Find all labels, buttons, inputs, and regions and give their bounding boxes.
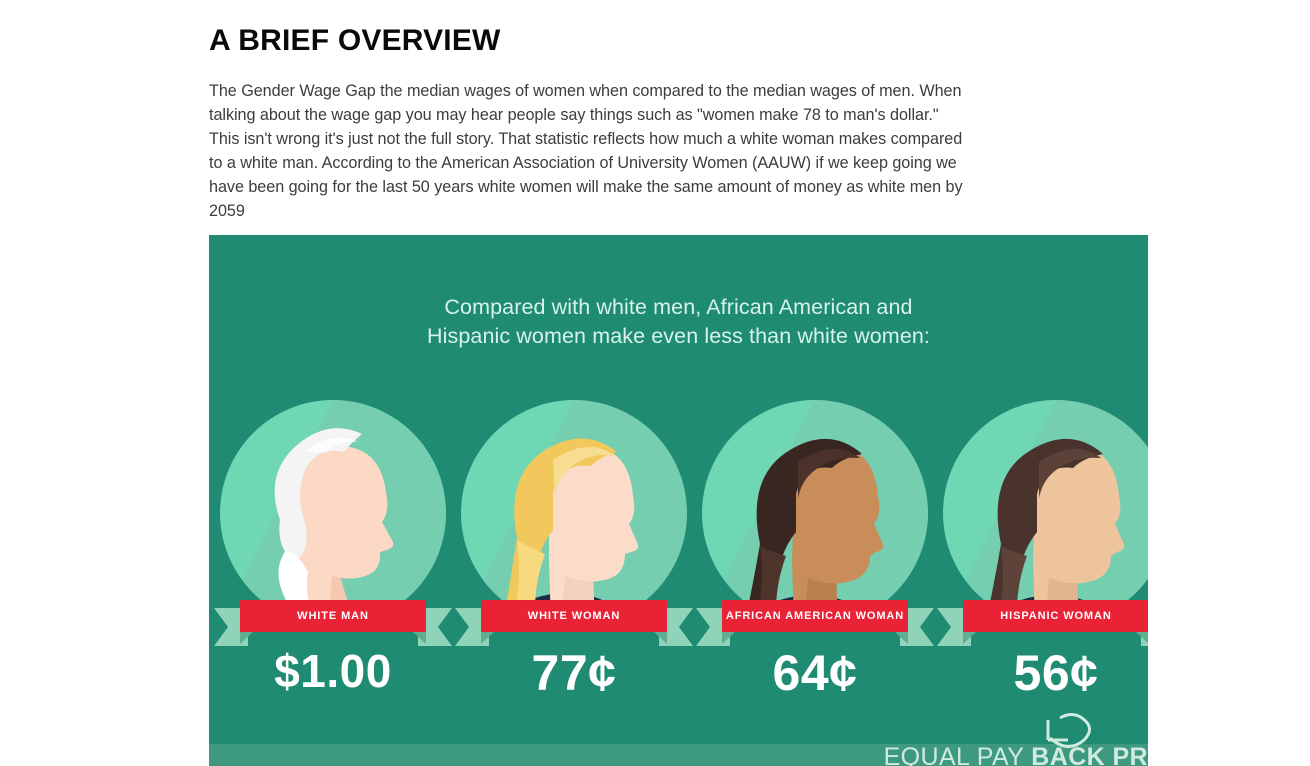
ribbon-plate: HISPANIC WOMAN [963, 600, 1148, 632]
page-title: A BRIEF OVERVIEW [209, 24, 501, 57]
label-ribbon-hispanic-woman: HISPANIC WOMAN [937, 600, 1148, 646]
ribbon-fold-right [413, 632, 426, 644]
label-ribbon-white-man: WHITE MAN [214, 600, 452, 646]
ribbon-fold-right [1136, 632, 1148, 644]
infographic-heading-line-1: Compared with white men, African America… [444, 295, 913, 319]
infographic-heading-line-2: Hispanic women make even less than white… [426, 324, 931, 348]
ribbon-plate: WHITE WOMAN [481, 600, 667, 632]
ribbon-fold-left [722, 632, 735, 644]
white-woman-profile-icon [461, 400, 687, 626]
equal-payback-project-logo: EQUAL PAY BACK PR [883, 713, 1148, 766]
ribbon-plate: WHITE MAN [240, 600, 426, 632]
figure-amount: 56¢ [1013, 645, 1099, 701]
figure-white-woman: WHITE WOMAN 77¢ [454, 400, 694, 700]
bottom-band [209, 744, 1148, 766]
figure-amount: 77¢ [531, 645, 617, 701]
figure-african-american-woman: AFRICAN AMERICAN WOMAN 64¢ [695, 400, 935, 700]
ribbon-fold-right [654, 632, 667, 644]
logo-bold-text: BACK PR [1031, 743, 1148, 766]
ribbon-fold-right [895, 632, 908, 644]
wage-gap-infographic: Compared with white men, African America… [209, 235, 1148, 766]
label-ribbon-african-american-woman: AFRICAN AMERICAN WOMAN [696, 600, 934, 646]
figure-amount: $1.00 [274, 645, 392, 697]
ribbon-fold-left [963, 632, 976, 644]
african-american-woman-profile-icon [702, 400, 928, 626]
infographic-heading: Compared with white men, African America… [209, 293, 1148, 351]
white-man-profile-icon [220, 400, 446, 626]
logo-light-text: EQUAL PAY [883, 743, 1025, 766]
figure-row: WHITE MAN $1.00 [209, 400, 1148, 700]
figure-label: AFRICAN AMERICAN WOMAN [725, 610, 905, 622]
curved-back-arrow-icon [1046, 713, 1091, 748]
figure-amount: 64¢ [772, 645, 858, 701]
figure-hispanic-woman: HISPANIC WOMAN 56¢ [936, 400, 1148, 700]
figure-label: WHITE MAN [297, 610, 369, 622]
ribbon-plate: AFRICAN AMERICAN WOMAN [722, 600, 908, 632]
ribbon-fold-left [481, 632, 494, 644]
figure-label: HISPANIC WOMAN [1000, 610, 1112, 622]
figure-white-man: WHITE MAN $1.00 [213, 400, 453, 700]
overview-paragraph: The Gender Wage Gap the median wages of … [209, 82, 963, 220]
article-section: A BRIEF OVERVIEW The Gender Wage Gap the… [209, 24, 979, 223]
label-ribbon-white-woman: WHITE WOMAN [455, 600, 693, 646]
hispanic-woman-profile-icon [943, 400, 1148, 626]
ribbon-fold-left [240, 632, 253, 644]
figure-label: WHITE WOMAN [527, 610, 621, 622]
